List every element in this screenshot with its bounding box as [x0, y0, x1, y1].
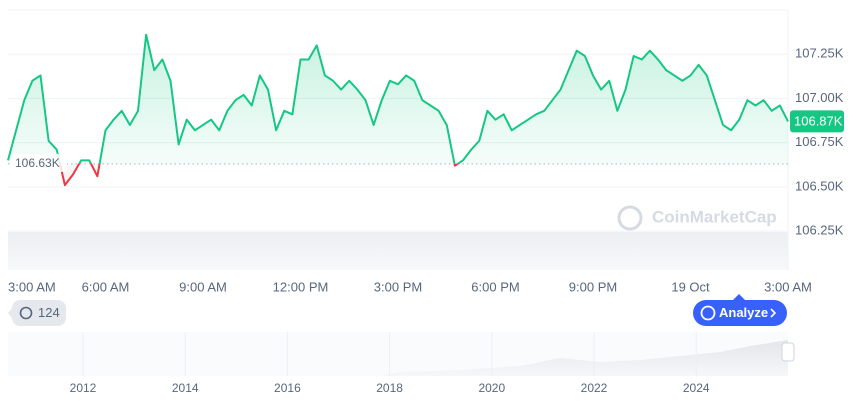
navigator-year: 2018 — [376, 381, 403, 395]
watermark-logo — [617, 205, 643, 231]
last-value-label: 106.87K — [794, 113, 843, 128]
analyze-button[interactable]: Analyze — [693, 294, 787, 326]
y-tick-label: 106.75K — [795, 134, 844, 149]
navigator-year: 2014 — [172, 381, 199, 395]
y-tick-label: 106.25K — [795, 223, 844, 238]
navigator-handle[interactable] — [781, 342, 795, 362]
area — [8, 34, 788, 186]
navigator-area — [8, 340, 788, 376]
x-tick-label: 3:00 AM — [764, 279, 812, 294]
history-button[interactable]: 124 — [8, 300, 66, 326]
x-tick-label: 6:00 PM — [471, 279, 519, 294]
x-tick-label: 12:00 PM — [273, 279, 329, 294]
navigator-year: 2024 — [683, 381, 710, 395]
baseline-label-bg — [11, 153, 67, 172]
navigator-year: 2012 — [70, 381, 97, 395]
x-tick-label: 3:00 PM — [374, 279, 422, 294]
baseline-label: 106.63K — [15, 156, 60, 170]
x-tick-label: 19 Oct — [671, 279, 710, 294]
price-line — [7, 33, 789, 187]
analyze-label: Analyze — [719, 305, 768, 320]
x-tick-label: 9:00 AM — [179, 279, 227, 294]
last-value-tag — [790, 110, 844, 133]
y-tick-label: 107.00K — [795, 90, 844, 105]
history-count: 124 — [38, 305, 60, 320]
watermark: CoinMarketCap — [652, 207, 777, 226]
x-tick-label: 3:00 AM — [8, 279, 56, 294]
navigator-year: 2020 — [478, 381, 505, 395]
x-tick-label: 6:00 AM — [82, 279, 130, 294]
y-tick-label: 106.50K — [795, 178, 844, 193]
navigator-year: 2016 — [274, 381, 301, 395]
y-tick-label: 107.25K — [795, 46, 844, 61]
volume-band — [8, 232, 788, 270]
x-tick-label: 9:00 PM — [569, 279, 617, 294]
navigator-year: 2022 — [581, 381, 608, 395]
